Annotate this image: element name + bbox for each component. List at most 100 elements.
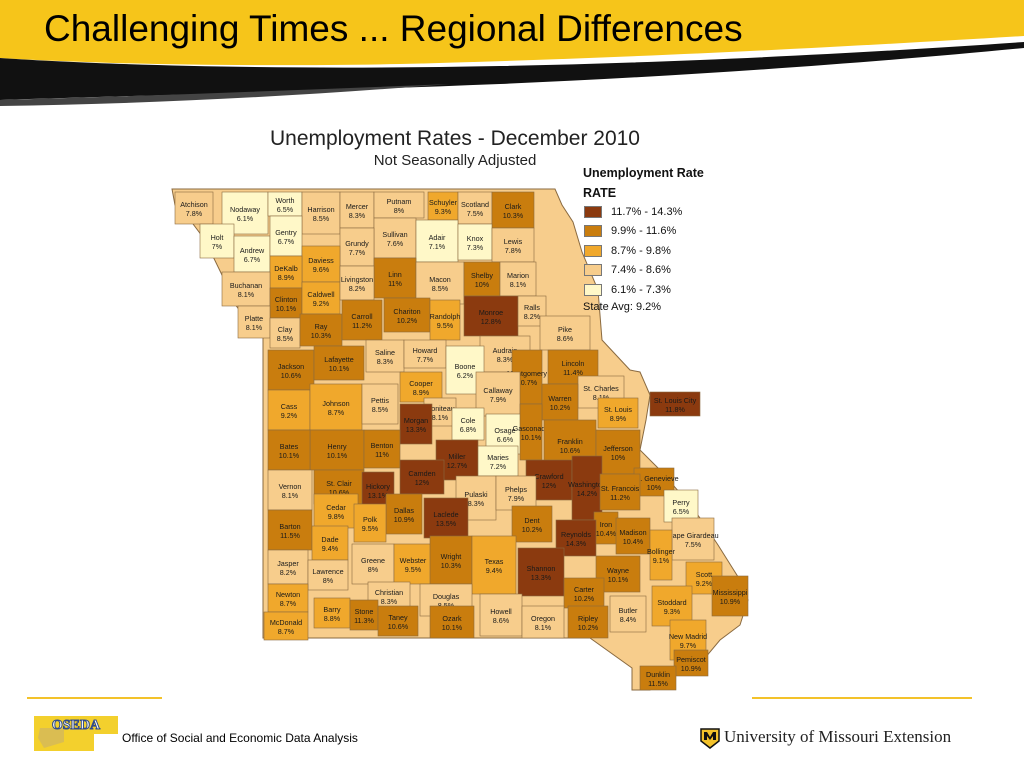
county-rate-label: 8% — [323, 576, 334, 585]
county-rate-label: 10.7% — [517, 378, 538, 387]
university-name: University of Missouri Extension — [724, 727, 952, 746]
county-fill — [373, 191, 425, 219]
county-fill — [521, 605, 565, 639]
county-name-label: Wayne — [607, 566, 629, 575]
county-name-label: Barry — [323, 605, 341, 614]
county-rate-label: 10.3% — [503, 211, 524, 220]
county-rate-label: 7.9% — [490, 395, 507, 404]
county-rate-label: 8.9% — [610, 414, 627, 423]
county-rate-label: 8.1% — [282, 491, 299, 500]
county-name-label: Dallas — [394, 506, 414, 515]
county-name-label: Chariton — [393, 307, 420, 316]
county-fill — [399, 371, 443, 403]
county-fill — [313, 345, 365, 381]
legend-items: 11.7% - 14.3% 9.9% - 11.6% 8.7% - 9.8% 7.4%… — [583, 202, 733, 300]
legend-label: 11.7% - 14.3% — [611, 205, 683, 218]
county-fill — [463, 261, 501, 297]
county-rate-label: 7.5% — [467, 209, 484, 218]
county-fill — [511, 505, 553, 543]
county-name-label: Sullivan — [382, 230, 407, 239]
county-name-label: Boone — [455, 362, 476, 371]
county-fill — [309, 383, 363, 431]
county-rate-label: 9.1% — [653, 556, 670, 565]
county-name-label: Ste. Genevieve — [629, 474, 678, 483]
legend-item: 6.1% - 7.3% — [583, 280, 733, 300]
county-fill — [571, 455, 603, 521]
county-name-label: Shannon — [527, 564, 556, 573]
county-name-label: Linn — [388, 270, 402, 279]
county-rate-label: 11% — [375, 450, 389, 459]
county-fill — [477, 445, 519, 477]
county-name-label: Perry — [672, 498, 690, 507]
county-fill — [267, 349, 315, 391]
county-rate-label: 7.7% — [417, 355, 434, 364]
county-rate-label: 14.2% — [577, 489, 598, 498]
county-rate-label: 6.6% — [497, 435, 514, 444]
county-name-label: Wright — [441, 552, 462, 561]
county-name-label: Grundy — [345, 239, 369, 248]
county-fill — [309, 429, 365, 471]
header-swoosh — [0, 0, 1024, 106]
legend-label: 6.1% - 7.3% — [611, 283, 671, 296]
county-rate-label: 8.3% — [468, 499, 485, 508]
county-name-label: Maries — [487, 453, 509, 462]
county-name-label: Clinton — [275, 295, 297, 304]
county-rate-label: 7.8% — [505, 246, 522, 255]
county-name-label: Saline — [375, 348, 395, 357]
county-rate-label: 10% — [475, 280, 490, 289]
county-rate-label: 12.7% — [447, 461, 468, 470]
county-fill — [429, 299, 461, 341]
county-rate-label: 8.3% — [349, 211, 366, 220]
county-rate-label: 10.1% — [442, 623, 463, 632]
county-name-label: Gentry — [275, 228, 297, 237]
county-rate-label: 10.2% — [522, 525, 543, 534]
county-rate-label: 10.4% — [596, 529, 617, 538]
legend-swatch — [584, 244, 602, 257]
county-name-label: Barton — [279, 522, 300, 531]
county-fill — [373, 257, 417, 299]
county-rate-label: 8.1% — [510, 280, 527, 289]
county-rate-label: 11.5% — [280, 531, 300, 540]
county-fill — [267, 583, 309, 613]
county-rate-label: 8.6% — [557, 334, 574, 343]
county-rate-label: 8.6% — [493, 616, 510, 625]
county-rate-label: 6.8% — [460, 425, 477, 434]
county-rate-label: 9.7% — [680, 641, 697, 650]
county-name-label: Pike — [558, 325, 572, 334]
county-rate-label: 11% — [388, 279, 402, 288]
county-name-label: Mississippi — [713, 588, 748, 597]
county-rate-label: 10.1% — [329, 364, 350, 373]
county-rate-label: 8.2% — [280, 568, 297, 577]
county-rate-label: 8.1% — [432, 413, 449, 422]
slide-title: Challenging Times ... Regional Differenc… — [44, 8, 743, 49]
county-rate-label: 7.7% — [349, 248, 366, 257]
county-rate-label: 10.9% — [681, 664, 702, 673]
county-name-label: DeKalb — [274, 264, 298, 273]
county-fill — [365, 339, 405, 373]
county-fill — [174, 191, 214, 225]
county-rate-label: 9.8% — [328, 512, 345, 521]
county-name-label: Clark — [505, 202, 522, 211]
county-rate-label: 10.1% — [327, 451, 348, 460]
county-fill — [671, 517, 715, 561]
county-rate-label: 10.1% — [279, 451, 300, 460]
